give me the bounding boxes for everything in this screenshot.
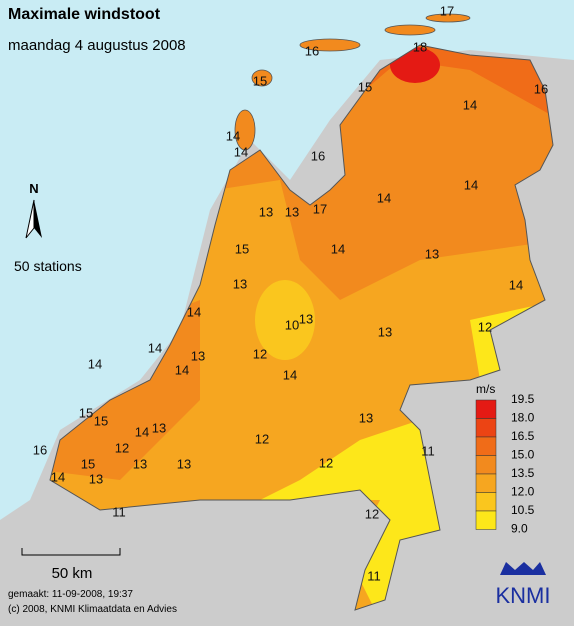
station-value: 15 bbox=[79, 405, 93, 420]
north-arrow bbox=[34, 200, 42, 238]
station-value: 13 bbox=[191, 348, 205, 363]
station-value: 12 bbox=[365, 506, 379, 521]
subtitle: maandag 4 augustus 2008 bbox=[8, 37, 186, 54]
logo: KNMI bbox=[496, 583, 551, 608]
legend-label: 19.5 bbox=[511, 392, 535, 406]
station-value: 14 bbox=[283, 367, 297, 382]
station-value: 13 bbox=[133, 456, 147, 471]
legend-label: 16.5 bbox=[511, 429, 535, 443]
scale-label: 50 km bbox=[52, 565, 93, 582]
station-value: 12 bbox=[255, 431, 269, 446]
station-value: 14 bbox=[175, 362, 189, 377]
station-value: 13 bbox=[89, 471, 103, 486]
station-value: 11 bbox=[367, 568, 381, 583]
legend-swatch bbox=[475, 418, 497, 438]
legend-swatch bbox=[475, 455, 497, 475]
station-value: 12 bbox=[319, 455, 333, 470]
legend-swatch bbox=[475, 510, 497, 530]
sea bbox=[0, 0, 574, 520]
logo-crown bbox=[500, 562, 546, 575]
station-value: 15 bbox=[253, 73, 267, 88]
station-value: 12 bbox=[478, 319, 492, 334]
scale-bar bbox=[21, 548, 121, 556]
station-value: 13 bbox=[425, 246, 439, 261]
footer-made: gemaakt: 11-09-2008, 19:37 bbox=[8, 589, 133, 600]
station-value: 13 bbox=[233, 276, 247, 291]
station-value: 15 bbox=[358, 79, 372, 94]
legend-swatch bbox=[475, 473, 497, 493]
station-value: 10 bbox=[285, 317, 299, 332]
station-value: 13 bbox=[177, 456, 191, 471]
station-value: 14 bbox=[331, 241, 345, 256]
station-value: 14 bbox=[148, 340, 162, 355]
station-value: 11 bbox=[421, 443, 435, 458]
legend-label: 13.5 bbox=[511, 466, 535, 480]
station-value: 13 bbox=[359, 410, 373, 425]
station-value: 13 bbox=[299, 311, 313, 326]
station-value: 17 bbox=[313, 201, 327, 216]
station-value: 14 bbox=[51, 469, 65, 484]
station-value: 11 bbox=[112, 504, 126, 519]
station-value: 13 bbox=[259, 204, 273, 219]
station-value: 16 bbox=[311, 148, 325, 163]
station-value: 14 bbox=[377, 190, 391, 205]
legend-swatch bbox=[475, 436, 497, 456]
legend-label: 15.0 bbox=[511, 448, 535, 462]
legend-swatch bbox=[475, 399, 497, 419]
station-value: 15 bbox=[81, 456, 95, 471]
station-value: 17 bbox=[440, 3, 454, 18]
station-value: 14 bbox=[463, 97, 477, 112]
station-value: 14 bbox=[187, 304, 201, 319]
station-count: 50 stations bbox=[14, 258, 82, 274]
station-value: 18 bbox=[413, 39, 427, 54]
station-value: 14 bbox=[88, 356, 102, 371]
legend-swatch bbox=[475, 492, 497, 512]
station-value: 12 bbox=[115, 440, 129, 455]
station-value: 12 bbox=[253, 346, 267, 361]
station-value: 15 bbox=[94, 413, 108, 428]
footer-copyright: (c) 2008, KNMI Klimaatdata en Advies bbox=[8, 604, 177, 615]
legend: 19.5 18.0 16.5 15.0 13.5 12.0 10.5 9.0 bbox=[475, 392, 535, 536]
station-value: 15 bbox=[235, 241, 249, 256]
legend-unit: m/s bbox=[476, 382, 495, 396]
station-value: 14 bbox=[226, 128, 240, 143]
title: Maximale windstoot bbox=[8, 6, 161, 23]
station-value: 14 bbox=[464, 177, 478, 192]
station-value: 16 bbox=[305, 43, 319, 58]
station-value: 13 bbox=[285, 204, 299, 219]
legend-label: 18.0 bbox=[511, 411, 535, 425]
north-label: N bbox=[29, 181, 38, 196]
legend-label: 12.0 bbox=[511, 485, 535, 499]
legend-label: 9.0 bbox=[511, 522, 528, 536]
station-value: 13 bbox=[152, 420, 166, 435]
islands bbox=[234, 13, 471, 151]
station-value: 14 bbox=[509, 277, 523, 292]
station-value: 14 bbox=[234, 144, 248, 159]
station-value: 13 bbox=[378, 324, 392, 339]
station-value: 16 bbox=[33, 442, 47, 457]
legend-label: 10.5 bbox=[511, 503, 535, 517]
station-value: 16 bbox=[534, 81, 548, 96]
station-value: 14 bbox=[135, 424, 149, 439]
